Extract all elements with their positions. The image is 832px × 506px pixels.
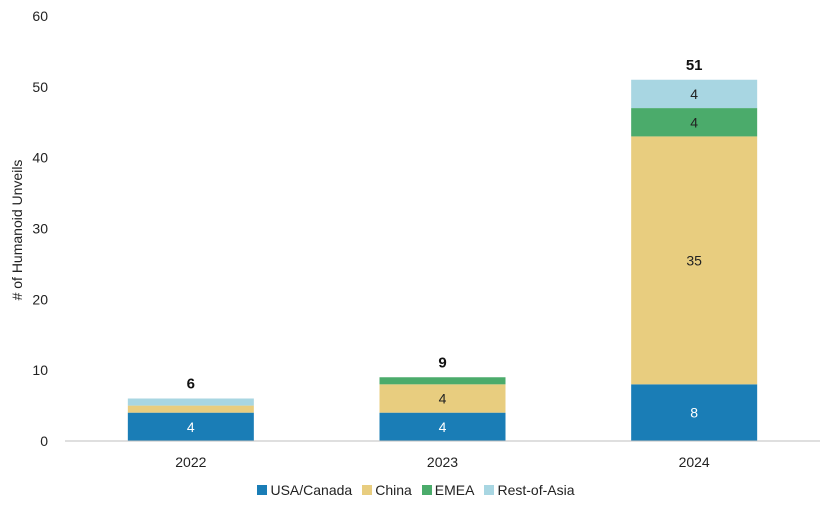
legend-swatch: [257, 485, 268, 495]
y-tick-label: 20: [32, 291, 48, 307]
bar-segment-emea-2024: [631, 108, 758, 137]
total-label: 6: [187, 376, 195, 393]
legend-label: Rest-of-Asia: [497, 482, 575, 498]
total-label: 51: [686, 57, 703, 74]
legend-label: China: [375, 482, 412, 498]
legend-item-usa-canada: USA/Canada: [257, 482, 352, 498]
legend: USA/Canada China EMEA Rest-of-Asia: [0, 482, 832, 498]
bar-segment-china-2024: [631, 136, 758, 385]
legend-swatch: [421, 485, 432, 495]
legend-item-emea: EMEA: [421, 482, 475, 498]
data-label: 4: [439, 391, 447, 407]
x-tick-label: 2023: [427, 454, 458, 470]
y-axis: 0 10 20 30 40 50 60: [32, 8, 48, 449]
data-label: 4: [690, 86, 698, 102]
data-label: 4: [439, 419, 447, 435]
bar-segment-emea-2023: [379, 377, 506, 385]
x-tick-label: 2022: [175, 454, 206, 470]
legend-swatch: [484, 485, 495, 495]
total-label: 9: [438, 354, 446, 371]
legend-item-rest-of-asia: Rest-of-Asia: [484, 482, 575, 498]
y-tick-label: 50: [32, 79, 48, 95]
y-tick-label: 10: [32, 362, 48, 378]
legend-label: USA/Canada: [270, 482, 353, 498]
y-tick-label: 60: [32, 8, 48, 24]
bar-segment-china-2022: [127, 405, 254, 413]
x-axis: 2022 2023 2024: [175, 454, 710, 470]
legend-label: EMEA: [434, 482, 475, 498]
legend-swatch: [362, 485, 373, 495]
data-label: 4: [690, 114, 698, 130]
bar-segment-rest-of-asia-2024: [631, 79, 758, 109]
bar-segment-usa-canada-2023: [379, 412, 506, 441]
y-tick-label: 0: [40, 433, 48, 449]
bars: 4 6 4 4 9 8 35 4 4 51: [127, 57, 758, 441]
bar-segment-china-2023: [379, 384, 506, 413]
x-tick-label: 2024: [679, 454, 710, 470]
bar-segment-rest-of-asia-2022: [127, 398, 254, 406]
y-axis-label: # of Humanoid Unveils: [9, 160, 25, 301]
legend-item-china: China: [362, 482, 412, 498]
y-tick-label: 30: [32, 221, 48, 237]
bar-segment-usa-canada-2022: [127, 412, 254, 441]
data-label: 35: [686, 252, 702, 268]
data-label: 8: [690, 405, 698, 421]
y-tick-label: 40: [32, 150, 48, 166]
bar-segment-usa-canada-2024: [631, 384, 758, 441]
data-label: 4: [187, 419, 195, 435]
